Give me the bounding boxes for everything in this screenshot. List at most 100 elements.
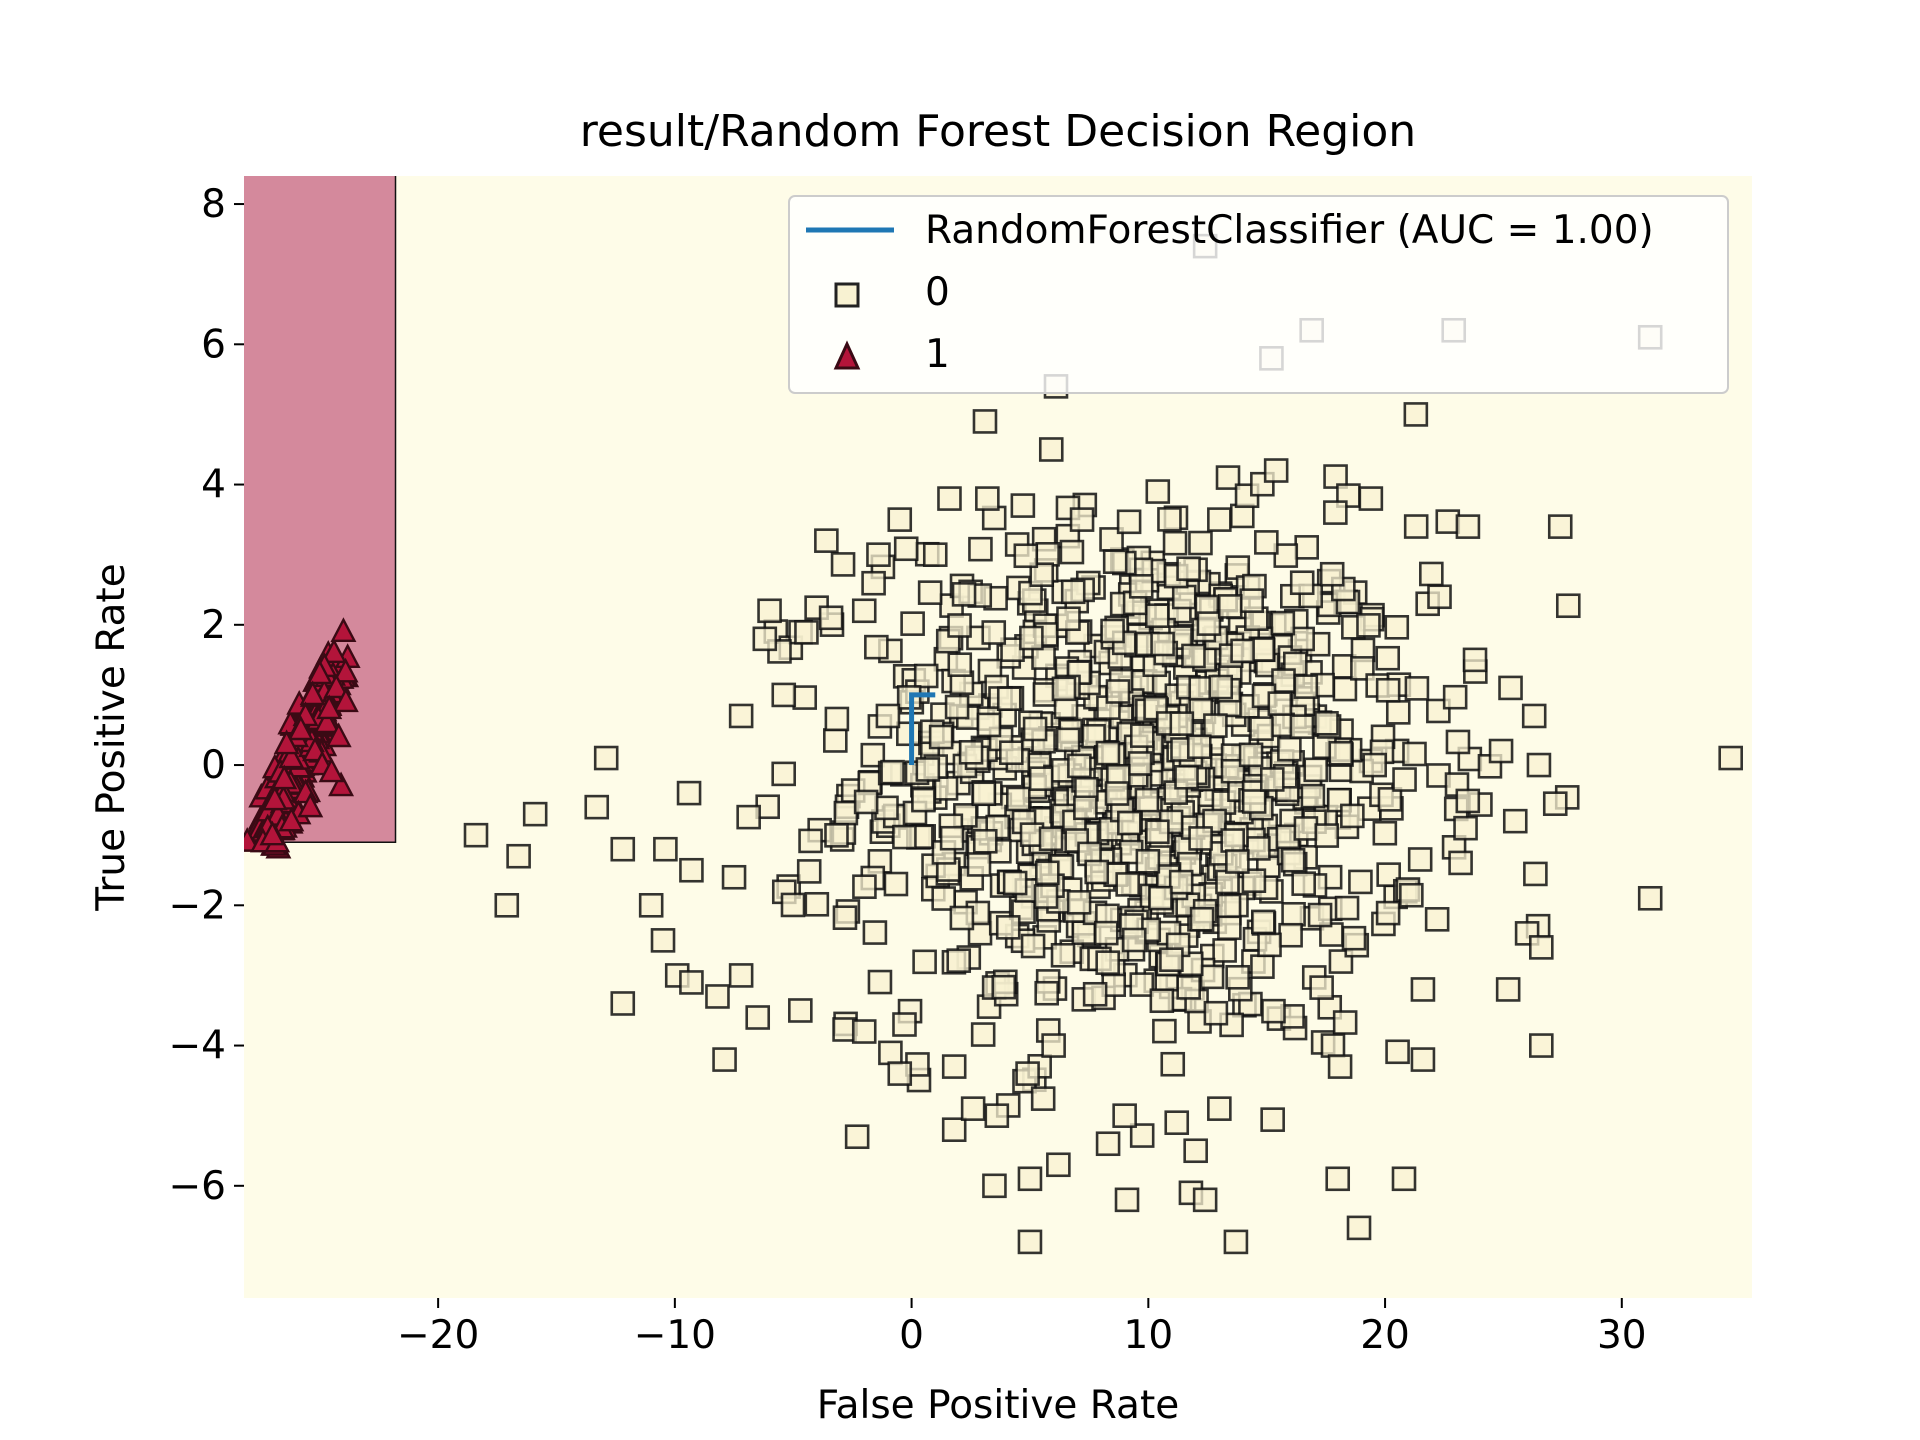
point-class-0 [851,598,877,624]
point-class-0 [1149,988,1175,1014]
point-class-0 [653,836,678,862]
point-class-0 [880,759,905,785]
point-class-0 [1035,542,1060,567]
point-class-0 [650,928,676,953]
point-class-0 [1323,464,1348,489]
point-class-0 [1502,808,1528,834]
point-class-0 [1129,1123,1155,1148]
point-class-0 [1314,711,1339,736]
point-class-0 [893,536,919,562]
point-class-0 [1403,514,1429,539]
point-class-0 [915,757,941,782]
point-class-0 [1051,676,1077,702]
point-class-0 [1162,530,1188,556]
point-class-1 [320,638,347,664]
point-class-0 [1323,500,1348,525]
point-class-0 [1254,530,1279,555]
point-class-0 [1278,922,1303,948]
point-class-0 [1164,1110,1190,1135]
point-class-0 [860,742,886,768]
point-class-0 [1358,486,1384,511]
point-class-0 [1498,675,1523,701]
point-class-0 [892,1012,917,1037]
point-class-0 [610,991,636,1016]
point-class-0 [1129,972,1155,997]
legend-class-1-label: 1 [925,332,950,377]
point-class-1 [328,771,355,797]
point-class-0 [1319,561,1345,587]
point-class-0 [679,970,704,995]
point-class-0 [912,949,937,975]
point-class-0 [1212,938,1237,963]
point-class-0 [1121,927,1147,953]
point-class-0 [1277,736,1302,762]
point-class-0 [1017,1229,1043,1255]
point-class-0 [1289,714,1315,739]
point-class-1 [278,743,305,769]
point-class-0 [1404,676,1430,701]
point-class-0 [1341,925,1367,951]
point-class-0 [1033,884,1059,909]
point-class-0 [1207,507,1232,532]
point-class-0 [676,780,702,806]
point-class-0 [917,580,943,605]
chart-title: result/Random Forest Decision Region [580,106,1416,157]
point-class-0 [1020,933,1046,959]
point-class-0 [1030,1086,1056,1111]
point-class-0 [638,892,664,918]
point-class-0 [1385,1039,1410,1065]
point-class-0 [1144,603,1170,629]
point-class-0 [794,620,819,645]
point-class-0 [900,611,925,636]
y-tick-label: −6 [169,1164,227,1209]
point-class-0 [1100,618,1125,644]
point-class-1 [297,792,324,818]
point-class-0 [1019,625,1044,651]
point-class-0 [728,963,754,988]
point-class-0 [999,740,1024,766]
point-class-0 [1038,437,1064,462]
point-class-0 [721,864,747,890]
point-class-0 [947,652,973,677]
point-class-0 [804,891,830,917]
point-class-0 [1488,738,1514,764]
point-class-0 [958,739,984,765]
legend-class-1-swatch [833,340,861,370]
point-class-1 [306,659,333,685]
point-class-0 [887,507,913,532]
point-class-0 [1442,684,1468,710]
point-class-1 [271,764,298,790]
x-axis-label: False Positive Rate [817,1383,1179,1428]
point-class-0 [1208,674,1234,700]
point-class-1 [316,694,343,720]
point-class-0 [1249,716,1274,741]
point-class-0 [975,486,1000,511]
point-class-0 [853,789,879,815]
point-class-0 [1419,561,1444,587]
decision-boundary [244,176,397,843]
point-class-0 [1223,1229,1249,1255]
point-class-0 [996,686,1022,712]
point-class-0 [1375,900,1401,926]
point-class-0 [1637,885,1663,911]
point-class-0 [972,409,998,434]
point-class-0 [1006,786,1031,812]
point-class-0 [1150,631,1175,657]
point-class-0 [1095,740,1121,766]
boundary-line [244,176,397,843]
legend: RandomForestClassifier (AUC = 1.00) 0 1 [788,195,1729,394]
point-class-0 [1189,906,1215,932]
point-class-0 [1334,895,1360,921]
point-class-0 [1281,901,1306,927]
point-class-0 [833,800,859,826]
point-class-0 [981,620,1007,645]
point-class-0 [1034,980,1059,1006]
point-class-0 [780,892,806,918]
point-class-0 [1207,1096,1232,1121]
point-class-0 [1385,700,1411,725]
point-class-0 [941,1054,967,1079]
point-class-0 [1114,1187,1140,1213]
point-class-0 [1168,869,1194,895]
point-class-0 [1216,893,1242,919]
point-class-0 [1203,713,1228,738]
